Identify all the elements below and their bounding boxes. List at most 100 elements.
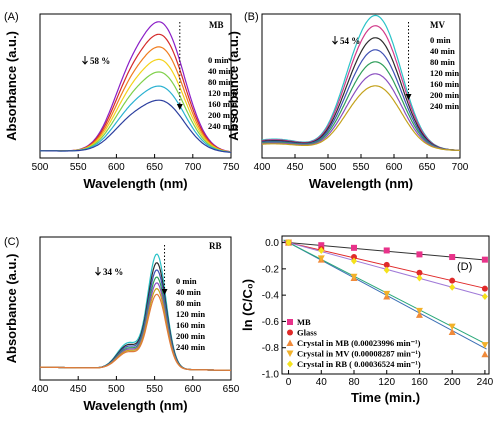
y-tick-label: -0.2 [262, 264, 280, 275]
data-point [448, 323, 456, 331]
y-axis-label: ln (C/C₀) [240, 279, 255, 331]
dye-label: MV [430, 20, 445, 30]
legend-entry: 160 min [430, 79, 459, 89]
data-point [416, 274, 423, 282]
y-tick-label: 0.0 [265, 238, 279, 249]
legend-entry: MB [297, 317, 311, 327]
decrease-arrow [95, 267, 101, 276]
data-point [416, 251, 423, 258]
legend-entry: Glass [297, 328, 318, 338]
x-axis-label: Time (min.) [351, 390, 420, 405]
panel-label: (D) [457, 261, 472, 273]
data-point [318, 246, 325, 254]
legend-entry: 0 min [430, 35, 451, 45]
x-tick-label: 550 [70, 162, 87, 173]
x-tick-label: 550 [353, 162, 370, 173]
data-point [287, 329, 293, 336]
data-point [481, 342, 489, 349]
panel-label: (B) [244, 11, 259, 23]
panel-label: (A) [4, 11, 19, 23]
arrow-head [161, 289, 168, 295]
data-point [287, 319, 293, 325]
series-line [261, 25, 460, 151]
legend-entry: 80 min [430, 57, 455, 67]
legend-entry: 240 min [208, 121, 237, 131]
x-tick-label: 650 [419, 162, 436, 173]
data-point [285, 239, 292, 247]
data-point [351, 257, 357, 265]
x-tick-label: 450 [287, 162, 304, 173]
y-tick-label: -0.4 [262, 291, 280, 302]
x-tick-label: 160 [411, 377, 428, 388]
legend-entry: 200 min [430, 90, 459, 100]
data-point [317, 255, 325, 262]
data-point [351, 244, 357, 251]
data-point [351, 254, 357, 261]
x-tick-label: 750 [223, 162, 240, 173]
legend-entry: Crystal in MB (0.00023996 min⁻¹) [297, 338, 421, 348]
legend-entry: 240 min [176, 342, 205, 352]
x-axis-label: Wavelength (nm) [83, 176, 187, 191]
data-point [448, 328, 456, 335]
y-tick-label: -1.0 [262, 370, 280, 381]
series-line [40, 99, 232, 153]
x-tick-label: 400 [32, 384, 49, 395]
x-axis-label: Wavelength (nm) [309, 176, 413, 191]
data-point [481, 256, 488, 263]
x-tick-label: 650 [223, 384, 240, 395]
y-axis-label: Absorbance (a.u.) [226, 31, 241, 141]
panel-label: (C) [4, 236, 19, 248]
legend-entry: 0 min [176, 276, 197, 286]
x-tick-label: 700 [184, 162, 201, 173]
data-point [449, 283, 456, 291]
data-point [481, 285, 488, 292]
y-tick-label: -0.6 [262, 317, 280, 328]
data-point [286, 339, 294, 346]
data-point [383, 247, 390, 254]
data-point [350, 273, 358, 281]
decrease-arrow [82, 56, 88, 65]
x-tick-label: 450 [70, 384, 87, 395]
legend-entry: 40 min [430, 46, 455, 56]
legend-entry: Crystal in MV (0.00008287 min⁻¹) [297, 349, 421, 359]
legend-entry: 160 min [176, 320, 205, 330]
data-point [383, 261, 390, 268]
x-axis-label: Wavelength (nm) [83, 398, 187, 413]
x-tick-label: 240 [477, 377, 494, 388]
x-tick-label: 80 [348, 377, 360, 388]
x-tick-label: 600 [386, 162, 403, 173]
percent-annotation: 54 % [340, 36, 360, 46]
legend-entry: 240 min [430, 101, 459, 111]
y-axis-label: Absorbance (a.u.) [4, 31, 19, 141]
x-tick-label: 200 [444, 377, 461, 388]
arrow-head [405, 94, 412, 100]
legend-entry: 120 min [430, 68, 459, 78]
panel-D-frame [281, 235, 490, 375]
decrease-arrow [332, 36, 338, 45]
x-tick-label: 550 [146, 384, 163, 395]
legend-entry: 200 min [176, 331, 205, 341]
legend-entry: 120 min [208, 88, 237, 98]
data-point [287, 360, 293, 368]
legend-entry: 80 min [176, 298, 201, 308]
series-line [39, 293, 231, 371]
arrow-head [176, 104, 183, 110]
x-tick-label: 500 [108, 384, 125, 395]
x-tick-label: 600 [184, 384, 201, 395]
percent-annotation: 34 % [103, 267, 123, 277]
panel-D: 0 40 80 120 160 200 240 0.0 -0.2 -0.4 -0.6 -0.8 -1.0… [240, 235, 494, 405]
legend-entry: 0 min [208, 55, 229, 65]
data-point [449, 254, 456, 261]
x-tick-label: 650 [146, 162, 163, 173]
dye-label: MB [209, 20, 224, 30]
data-point [481, 292, 488, 300]
legend-entry: Crystal in RB ( 0.00036524 min⁻¹) [297, 359, 421, 369]
legend-entry: 40 min [176, 287, 201, 297]
dye-label: RB [209, 241, 222, 251]
data-point [286, 350, 294, 357]
y-tick-label: -0.8 [262, 343, 280, 354]
legend-entry: 200 min [208, 110, 237, 120]
